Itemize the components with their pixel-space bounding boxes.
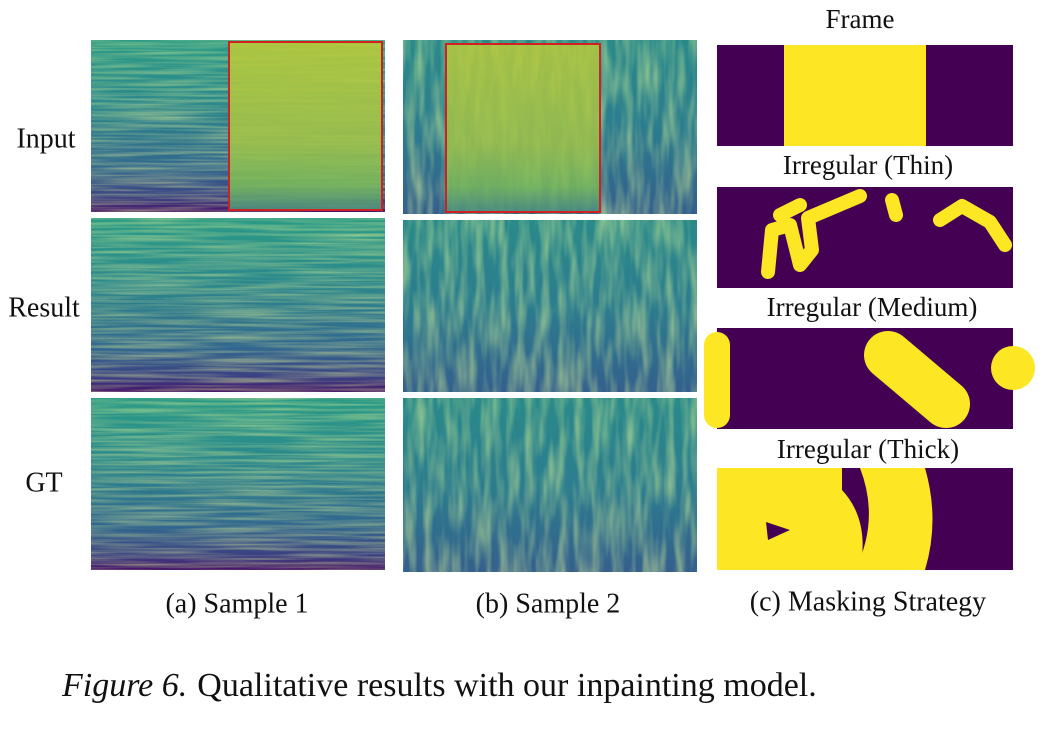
- column-caption: (a) Sample 1: [165, 588, 308, 619]
- row-label: GT: [25, 467, 62, 498]
- figure-caption: Figure 6. Qualitative results with our in…: [61, 667, 817, 704]
- mask-title: Irregular (Medium): [767, 292, 978, 322]
- spectrogram-texture: [403, 220, 697, 392]
- sample-2: [403, 40, 697, 572]
- mask-title: Irregular (Thin): [783, 150, 953, 180]
- mask-strokes: [761, 189, 1012, 279]
- spectrogram-texture: [91, 398, 385, 570]
- mask-strokes: [704, 331, 1035, 428]
- mask-fill: [784, 45, 926, 146]
- mask-hole: [766, 522, 790, 540]
- mask-box: [445, 43, 601, 213]
- row-label: Result: [8, 292, 80, 323]
- mask-medium: [717, 328, 1013, 429]
- mask-fill: [717, 468, 863, 570]
- row-label: Input: [16, 123, 75, 154]
- mask-box: [228, 41, 383, 211]
- column-caption: (b) Sample 2: [476, 588, 621, 619]
- spectrogram-texture: [403, 398, 697, 572]
- spectrogram-texture: [91, 218, 385, 392]
- column-caption: (c) Masking Strategy: [750, 586, 986, 617]
- mask-title: Irregular (Thick): [777, 434, 959, 464]
- masked-region: [229, 42, 382, 210]
- mask-fill: [855, 468, 933, 570]
- masked-region: [446, 44, 600, 212]
- caption-label: Figure 6.: [61, 667, 187, 704]
- sample-1: [91, 40, 385, 570]
- mask-title: Frame: [826, 4, 895, 34]
- caption-text: Qualitative results with our inpainting …: [197, 667, 816, 704]
